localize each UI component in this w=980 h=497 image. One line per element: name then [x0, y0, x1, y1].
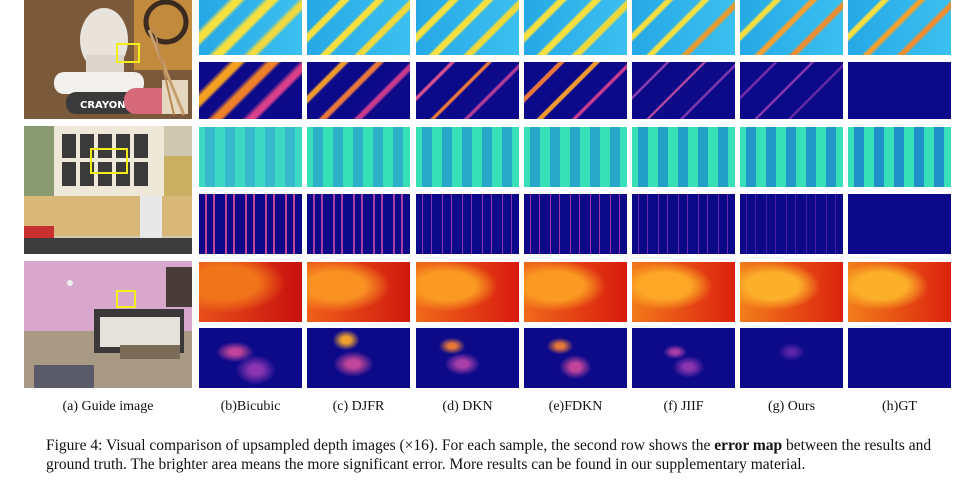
- error-panel-gt-1: [848, 62, 951, 119]
- error-panel-jiif-2: [632, 194, 735, 254]
- label-djfr: (c) DJFR: [332, 399, 385, 414]
- guide-image-window: [24, 126, 192, 254]
- guide-image-art: CRAYON: [24, 0, 192, 119]
- depth-panel-gt-3: [848, 262, 951, 322]
- guide-image-bedroom: [24, 261, 192, 388]
- label-bicubic: (b)Bicubic: [220, 399, 281, 414]
- label-gt: (h)GT: [882, 399, 917, 414]
- figure-caption: Figure 4: Visual comparison of upsampled…: [46, 436, 974, 474]
- depth-panel-fdkn-2: [524, 127, 627, 187]
- label-fdkn: (e)FDKN: [548, 399, 603, 414]
- svg-text:CRAYON: CRAYON: [80, 100, 126, 111]
- error-panel-fdkn-3: [524, 328, 627, 388]
- error-panel-jiif-1: [632, 62, 735, 119]
- depth-panel-jiif-2: [632, 127, 735, 187]
- depth-panel-ours-3: [740, 262, 843, 322]
- label-guide-image: (a) Guide image: [62, 399, 154, 414]
- error-panel-gt-3: [848, 328, 951, 388]
- caption-prefix: Figure 4: Visual comparison of upsampled…: [46, 437, 715, 454]
- error-panel-gt-2: [848, 194, 951, 254]
- caption-suffix: between the results and ground truth. Th…: [46, 437, 932, 473]
- caption-bold: error map: [714, 437, 783, 454]
- depth-panel-djfr-3: [307, 262, 410, 322]
- highlight-box: [90, 148, 128, 174]
- depth-panel-dkn-2: [416, 127, 519, 187]
- depth-panel-ours-2: [740, 127, 843, 187]
- highlight-box: [116, 290, 136, 308]
- error-panel-djfr-2: [307, 194, 410, 254]
- error-panel-djfr-3: [307, 328, 410, 388]
- depth-panel-gt-2: [848, 127, 951, 187]
- error-panel-ours-1: [740, 62, 843, 119]
- depth-panel-gt-1: [848, 0, 951, 55]
- highlight-box: [116, 43, 140, 63]
- depth-panel-ours-1: [740, 0, 843, 55]
- depth-panel-djfr-2: [307, 127, 410, 187]
- depth-panel-bicubic-2: [199, 127, 302, 187]
- depth-panel-fdkn-1: [524, 0, 627, 55]
- error-panel-bicubic-1: [199, 62, 302, 119]
- depth-panel-jiif-3: [632, 262, 735, 322]
- depth-panel-dkn-3: [416, 262, 519, 322]
- label-ours: (g) Ours: [767, 399, 816, 414]
- error-panel-bicubic-3: [199, 328, 302, 388]
- error-panel-ours-2: [740, 194, 843, 254]
- depth-panel-jiif-1: [632, 0, 735, 55]
- error-panel-jiif-3: [632, 328, 735, 388]
- depth-panel-bicubic-1: [199, 0, 302, 55]
- depth-panel-dkn-1: [416, 0, 519, 55]
- error-panel-dkn-1: [416, 62, 519, 119]
- depth-panel-fdkn-3: [524, 262, 627, 322]
- error-panel-djfr-1: [307, 62, 410, 119]
- depth-panel-djfr-1: [307, 0, 410, 55]
- error-panel-dkn-2: [416, 194, 519, 254]
- error-panel-bicubic-2: [199, 194, 302, 254]
- error-panel-ours-3: [740, 328, 843, 388]
- depth-panel-bicubic-3: [199, 262, 302, 322]
- label-dkn: (d) DKN: [442, 399, 493, 414]
- error-panel-fdkn-1: [524, 62, 627, 119]
- error-panel-dkn-3: [416, 328, 519, 388]
- error-panel-fdkn-2: [524, 194, 627, 254]
- label-jiif: (f) JIIF: [663, 399, 704, 414]
